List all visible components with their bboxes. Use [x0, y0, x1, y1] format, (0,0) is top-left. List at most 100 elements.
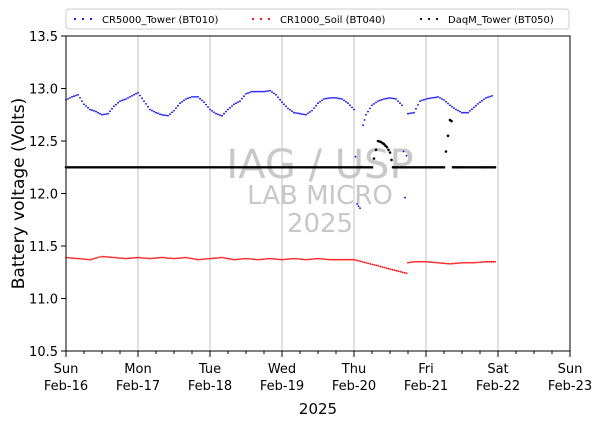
data-point — [373, 264, 376, 266]
data-point — [265, 258, 267, 260]
data-point — [133, 93, 135, 96]
data-point — [302, 166, 306, 169]
data-point — [325, 258, 327, 261]
data-point — [463, 261, 465, 264]
legend-marker — [267, 17, 271, 21]
data-point — [359, 207, 361, 210]
data-point — [449, 263, 451, 265]
data-point — [209, 108, 211, 111]
data-point — [349, 104, 351, 107]
data-point — [71, 96, 73, 98]
data-point — [217, 113, 219, 116]
data-point — [164, 166, 168, 169]
data-point — [263, 258, 265, 260]
data-point — [110, 166, 114, 169]
data-point — [353, 258, 355, 261]
watermark-line-3: 2025 — [287, 209, 353, 239]
data-point — [66, 166, 70, 169]
data-point — [370, 166, 374, 169]
data-point — [488, 260, 491, 263]
data-point — [395, 166, 399, 169]
data-point — [309, 111, 311, 113]
data-point — [121, 99, 123, 102]
data-point — [423, 260, 425, 263]
data-point — [476, 166, 480, 169]
data-point — [113, 105, 115, 108]
data-point — [129, 257, 131, 260]
data-point — [81, 258, 83, 260]
data-point — [247, 257, 249, 260]
data-point — [277, 258, 279, 261]
data-point — [383, 266, 386, 269]
data-point — [128, 166, 132, 169]
data-point — [459, 262, 461, 264]
data-point — [75, 257, 77, 260]
data-point — [83, 258, 85, 260]
data-point — [143, 100, 145, 102]
data-point — [205, 258, 207, 260]
data-point — [117, 101, 119, 104]
data-point — [193, 96, 195, 98]
data-point — [76, 166, 80, 169]
data-point — [446, 134, 450, 138]
data-point — [229, 258, 231, 260]
data-point — [477, 261, 479, 264]
data-point — [486, 166, 489, 169]
data-point — [94, 166, 98, 169]
x-tick-weekday: Fri — [418, 362, 434, 377]
data-point — [86, 166, 90, 169]
data-point — [336, 166, 340, 169]
legend-label: CR5000_Tower (BT010) — [102, 15, 218, 26]
data-point — [298, 166, 302, 169]
data-point — [485, 260, 487, 263]
data-point — [301, 258, 303, 261]
data-point — [169, 257, 171, 260]
data-point — [465, 261, 467, 264]
data-point — [455, 108, 457, 111]
data-point — [442, 166, 446, 169]
data-point — [141, 257, 143, 259]
data-point — [483, 261, 485, 263]
data-point — [295, 112, 297, 114]
data-point — [129, 96, 131, 98]
data-point — [401, 271, 404, 274]
data-point — [259, 258, 261, 261]
data-point — [379, 265, 382, 268]
data-point — [217, 257, 219, 259]
data-point — [455, 166, 458, 169]
data-point — [391, 268, 394, 271]
data-point — [174, 166, 178, 169]
data-point — [143, 257, 145, 259]
data-point — [363, 261, 365, 264]
data-point — [177, 104, 179, 107]
data-point — [109, 110, 111, 113]
legend-label: CR1000_Soil (BT040) — [280, 15, 386, 26]
legend-entry: CR5000_Tower (BT010) — [73, 15, 218, 26]
data-point — [379, 99, 381, 102]
data-point — [377, 265, 380, 267]
data-point — [457, 109, 459, 112]
data-point — [181, 257, 183, 259]
data-point — [316, 166, 320, 169]
data-point — [470, 166, 474, 169]
data-point — [240, 166, 244, 169]
data-point — [197, 96, 199, 98]
data-point — [211, 110, 213, 112]
data-point — [167, 257, 169, 259]
data-point — [445, 262, 447, 265]
data-point — [281, 101, 283, 104]
data-point — [389, 97, 391, 99]
data-point — [451, 166, 455, 169]
data-point — [100, 166, 104, 169]
data-point — [474, 166, 478, 169]
data-point — [225, 110, 227, 113]
data-point — [204, 166, 208, 169]
data-point — [327, 258, 329, 261]
data-point — [291, 257, 293, 260]
data-point — [492, 260, 495, 263]
data-point — [335, 258, 337, 261]
data-point — [205, 103, 207, 106]
data-point — [125, 98, 127, 100]
data-point — [395, 269, 398, 272]
